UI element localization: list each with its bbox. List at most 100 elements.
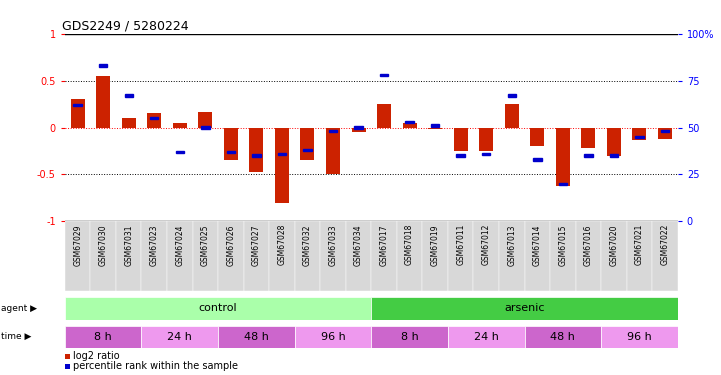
- Text: GSM67034: GSM67034: [354, 224, 363, 266]
- Text: agent ▶: agent ▶: [1, 304, 37, 313]
- Text: 48 h: 48 h: [244, 332, 269, 342]
- Bar: [141, 221, 167, 291]
- Bar: [474, 221, 499, 291]
- Bar: [601, 221, 627, 291]
- Text: GSM67019: GSM67019: [430, 224, 440, 266]
- Text: GSM67024: GSM67024: [175, 224, 185, 266]
- Text: GSM67015: GSM67015: [558, 224, 567, 266]
- Text: GDS2249 / 5280224: GDS2249 / 5280224: [62, 20, 188, 33]
- Text: GSM67022: GSM67022: [660, 224, 670, 266]
- Bar: [525, 221, 550, 291]
- Text: 24 h: 24 h: [167, 332, 193, 342]
- Bar: [90, 221, 116, 291]
- Bar: [116, 221, 141, 291]
- Bar: [65, 354, 71, 358]
- Bar: [352, 128, 366, 132]
- Bar: [632, 128, 647, 140]
- Bar: [584, 154, 593, 157]
- Bar: [71, 99, 84, 128]
- Bar: [533, 158, 541, 160]
- Text: GSM67023: GSM67023: [150, 224, 159, 266]
- Bar: [405, 121, 414, 123]
- Bar: [252, 154, 260, 157]
- Text: percentile rank within the sample: percentile rank within the sample: [73, 361, 237, 371]
- Text: GSM67026: GSM67026: [226, 224, 235, 266]
- Text: GSM67021: GSM67021: [635, 224, 644, 266]
- Bar: [346, 221, 371, 291]
- Bar: [431, 124, 439, 127]
- Bar: [371, 326, 448, 348]
- Bar: [176, 151, 184, 153]
- Bar: [173, 123, 187, 128]
- Bar: [295, 326, 371, 348]
- Bar: [607, 128, 621, 156]
- Bar: [198, 112, 213, 128]
- Text: 8 h: 8 h: [94, 332, 112, 342]
- Bar: [125, 94, 133, 97]
- Text: 96 h: 96 h: [627, 332, 652, 342]
- Text: GSM67011: GSM67011: [456, 224, 465, 266]
- Bar: [141, 326, 218, 348]
- Text: 48 h: 48 h: [550, 332, 575, 342]
- Bar: [456, 154, 465, 157]
- Bar: [249, 128, 263, 172]
- Text: control: control: [199, 303, 237, 313]
- Bar: [454, 128, 468, 151]
- Bar: [508, 94, 516, 97]
- Bar: [147, 114, 162, 128]
- Bar: [601, 326, 678, 348]
- Text: GSM67016: GSM67016: [584, 224, 593, 266]
- Bar: [65, 297, 371, 320]
- Text: GSM67025: GSM67025: [201, 224, 210, 266]
- Bar: [65, 221, 90, 291]
- Text: arsenic: arsenic: [504, 303, 545, 313]
- Text: 96 h: 96 h: [321, 332, 345, 342]
- Bar: [371, 221, 397, 291]
- Bar: [275, 128, 289, 202]
- Bar: [201, 126, 210, 129]
- Bar: [150, 117, 159, 119]
- Bar: [320, 221, 346, 291]
- Text: GSM67013: GSM67013: [508, 224, 516, 266]
- Bar: [218, 221, 244, 291]
- Bar: [371, 297, 678, 320]
- Bar: [278, 153, 286, 155]
- Bar: [575, 221, 601, 291]
- Bar: [301, 128, 314, 160]
- Bar: [377, 104, 391, 128]
- Bar: [479, 128, 493, 151]
- Bar: [448, 221, 474, 291]
- Text: GSM67027: GSM67027: [252, 224, 261, 266]
- Bar: [380, 74, 389, 76]
- Bar: [658, 128, 672, 139]
- Bar: [65, 364, 71, 369]
- Text: GSM67018: GSM67018: [405, 224, 414, 266]
- Bar: [610, 154, 618, 157]
- Bar: [423, 221, 448, 291]
- Bar: [354, 126, 363, 129]
- Text: 24 h: 24 h: [474, 332, 499, 342]
- Text: GSM67031: GSM67031: [124, 224, 133, 266]
- Bar: [428, 128, 442, 129]
- Text: log2 ratio: log2 ratio: [73, 351, 119, 361]
- Text: GSM67030: GSM67030: [99, 224, 107, 266]
- Bar: [559, 183, 567, 185]
- Bar: [65, 326, 141, 348]
- Text: GSM67014: GSM67014: [533, 224, 541, 266]
- Bar: [224, 128, 238, 160]
- Bar: [482, 153, 490, 155]
- Bar: [550, 221, 575, 291]
- Text: 8 h: 8 h: [401, 332, 418, 342]
- Bar: [122, 118, 136, 128]
- Bar: [218, 326, 295, 348]
- Text: GSM67012: GSM67012: [482, 224, 491, 266]
- Text: GSM67028: GSM67028: [278, 224, 286, 266]
- Bar: [99, 64, 107, 67]
- Text: GSM67032: GSM67032: [303, 224, 312, 266]
- Bar: [556, 128, 570, 186]
- Bar: [660, 130, 669, 132]
- Bar: [74, 104, 82, 106]
- Bar: [329, 130, 337, 132]
- Bar: [525, 326, 601, 348]
- Bar: [653, 221, 678, 291]
